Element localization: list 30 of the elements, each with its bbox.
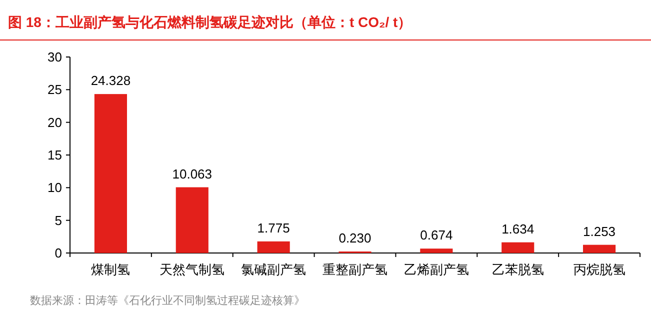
data-label: 1.253 <box>583 224 616 239</box>
y-tick-label: 20 <box>48 114 62 130</box>
x-tick-label: 天然气制氢 <box>160 262 225 277</box>
source-note: 数据来源：田涛等《石化行业不同制氢过程碳足迹核算》 <box>30 294 305 307</box>
bar <box>176 187 208 253</box>
y-tick-label: 15 <box>48 148 62 162</box>
x-tick-label: 乙烯副产氢 <box>404 262 469 277</box>
x-tick-label: 重整副产氢 <box>322 262 388 277</box>
y-tick-label: 30 <box>48 50 62 64</box>
x-tick-label: 丙烷脱氢 <box>573 262 626 277</box>
data-label: 0.674 <box>420 228 453 243</box>
x-tick-label: 氯碱副产氢 <box>241 262 306 277</box>
y-tick-label: 5 <box>54 212 62 228</box>
bar <box>257 241 290 253</box>
plot: 0 5 10 15 20 25 30 24.328 10.063 1.775 0.230 0.674 1.634 1.253 煤制氢 天然气制氢 氯碱副产氢 重整副产氢 乙烯副产氢 乙苯脱氢 丙烷脱氢 <box>48 50 640 277</box>
data-label: 0.230 <box>338 230 372 246</box>
x-tick-label: 煤制氢 <box>91 262 130 277</box>
data-label: 24.328 <box>90 73 131 88</box>
bar <box>502 242 534 253</box>
y-tick-label: 0 <box>54 246 62 260</box>
data-label: 10.063 <box>172 166 212 182</box>
chart-title: 图 18：工业副产氢与化石燃料制氢碳足迹对比（单位：t CO₂/ t） <box>8 14 412 30</box>
y-tick-label: 10 <box>48 180 62 196</box>
bar <box>583 244 616 253</box>
y-tick-label: 25 <box>48 82 62 98</box>
bar <box>94 94 127 253</box>
x-tick-label: 乙苯脱氢 <box>492 262 544 277</box>
bar <box>420 248 453 253</box>
data-label: 1.634 <box>502 221 534 236</box>
data-label: 1.775 <box>257 220 290 236</box>
